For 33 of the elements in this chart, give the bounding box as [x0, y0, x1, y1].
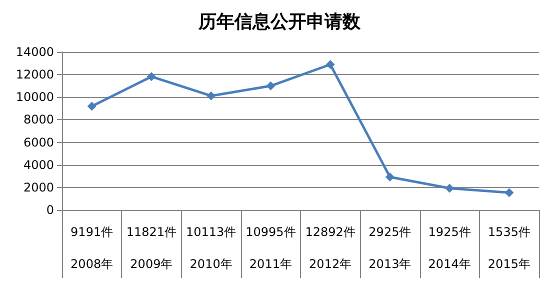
y-tick-label: 0	[46, 203, 54, 217]
x-tick-label: 2010年	[190, 257, 232, 271]
data-label: 12892件	[305, 225, 356, 239]
x-tick-label: 2009年	[130, 257, 173, 271]
point	[206, 91, 216, 100]
point	[146, 72, 156, 82]
y-tick-label: 12000	[16, 68, 54, 82]
point	[504, 188, 514, 198]
point	[87, 102, 96, 111]
point	[266, 81, 276, 90]
data-label: 2925件	[368, 225, 412, 239]
y-tick-label: 6000	[23, 135, 54, 150]
x-tick-label: 2008年	[70, 257, 114, 271]
x-tick-label: 2015年	[488, 257, 530, 271]
data-label: 9191件	[70, 225, 114, 239]
data-label: 10995件	[246, 225, 296, 239]
x-tick-label: 2011年	[249, 257, 292, 271]
y-tick-label: 2000	[23, 180, 54, 194]
x-tick-label: 2013年	[368, 257, 412, 271]
data-label: 10113件	[186, 225, 236, 239]
y-tick-label: 14000	[16, 45, 54, 59]
y-tick-label: 4000	[23, 158, 54, 172]
point	[385, 172, 394, 182]
data-label: 11821件	[126, 225, 177, 239]
y-tick-label: 10000	[16, 90, 54, 104]
point	[326, 60, 335, 70]
x-tick-label: 2012年	[309, 257, 352, 271]
chart-title: 历年信息公开申请数	[198, 12, 362, 32]
y-tick-label: 8000	[23, 112, 54, 127]
data-label: 1925件	[428, 225, 471, 239]
data-label: 1535件	[488, 225, 530, 239]
point	[445, 184, 454, 193]
x-tick-label: 2014年	[428, 257, 471, 271]
